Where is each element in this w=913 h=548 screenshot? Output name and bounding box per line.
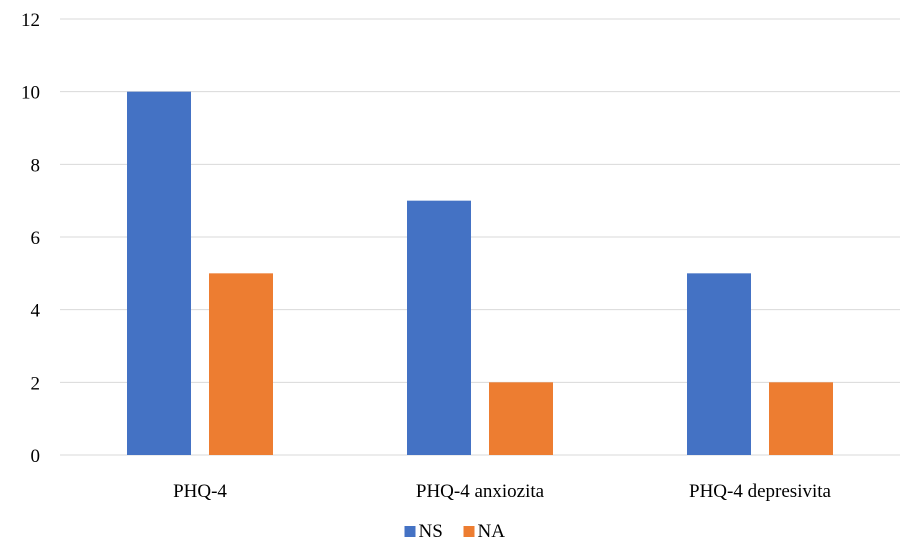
legend: NS NA <box>404 521 506 542</box>
y-tick-label: 8 <box>31 155 41 176</box>
bar-na-2 <box>769 382 833 455</box>
y-tick-label: 2 <box>31 373 41 394</box>
x-tick-label: PHQ-4 anxiozita <box>416 481 545 502</box>
y-tick-label: 0 <box>31 446 41 467</box>
y-tick-label: 12 <box>21 10 40 31</box>
y-tick-label: 10 <box>21 83 40 104</box>
legend-swatch-ns <box>404 526 416 537</box>
x-tick-label: PHQ-4 depresivita <box>689 481 832 502</box>
bar-ns-0 <box>127 91 191 456</box>
bar-ns-1 <box>407 200 471 455</box>
bar-na-0 <box>209 273 273 455</box>
x-axis-category-labels: PHQ-4 PHQ-4 anxiozita PHQ-4 depresivita <box>173 481 831 502</box>
bar-ns-2 <box>687 273 751 455</box>
y-tick-label: 6 <box>31 228 41 249</box>
x-tick-label: PHQ-4 <box>173 481 227 502</box>
legend-label-na: NA <box>478 521 506 542</box>
gridlines <box>60 18 900 456</box>
legend-swatch-na <box>463 526 475 537</box>
y-tick-label: 4 <box>31 301 41 322</box>
bars <box>127 91 833 456</box>
y-axis-tick-labels: 0 2 4 6 8 10 12 <box>21 10 41 467</box>
bar-na-1 <box>489 382 553 455</box>
legend-label-ns: NS <box>419 521 443 542</box>
